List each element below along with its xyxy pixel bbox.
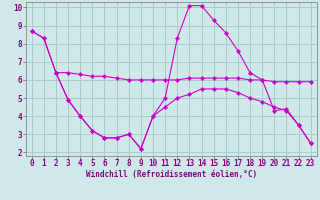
X-axis label: Windchill (Refroidissement éolien,°C): Windchill (Refroidissement éolien,°C) (86, 170, 257, 179)
